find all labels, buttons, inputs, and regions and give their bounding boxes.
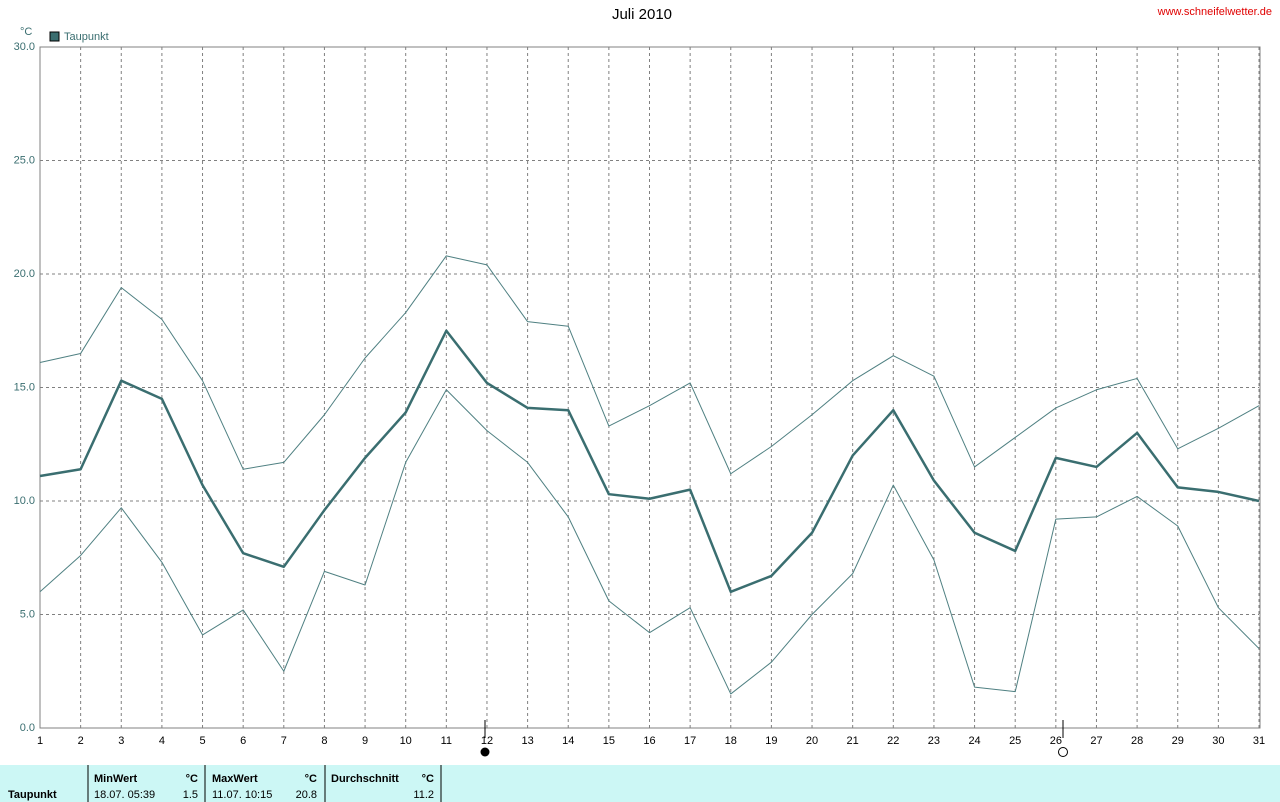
x-tick-label: 1 (37, 735, 43, 747)
x-tick-label: 22 (887, 735, 899, 747)
x-tick-label: 15 (603, 735, 615, 747)
cell-value: 1.5 (183, 789, 198, 801)
x-tick-label: 12 (481, 735, 493, 747)
x-tick-label: 4 (159, 735, 165, 747)
col-unit: °C (422, 773, 434, 785)
y-tick-label: 5.0 (20, 608, 35, 620)
x-tick-label: 25 (1009, 735, 1021, 747)
x-tick-label: 8 (321, 735, 327, 747)
new-moon-icon (480, 747, 490, 757)
cell-value: 11.2 (413, 789, 434, 801)
col-header: MaxWert (212, 773, 258, 785)
x-tick-label: 18 (725, 735, 737, 747)
y-tick-label: 30.0 (14, 41, 35, 53)
full-moon-icon (1058, 747, 1068, 757)
x-tick-label: 9 (362, 735, 368, 747)
x-tick-label: 16 (643, 735, 655, 747)
plot-frame (39, 46, 1261, 729)
table-bg (0, 765, 1280, 802)
x-tick-label: 14 (562, 735, 574, 747)
row-label: Taupunkt (8, 789, 57, 801)
legend-label: Taupunkt (64, 31, 109, 43)
y-tick-label: 25.0 (14, 154, 35, 166)
y-tick-label: 20.0 (14, 268, 35, 280)
x-tick-label: 30 (1212, 735, 1224, 747)
y-tick-label: 15.0 (14, 381, 35, 393)
col-header: MinWert (94, 773, 138, 785)
cell-value: 20.8 (296, 789, 317, 801)
col-unit: °C (305, 773, 317, 785)
x-tick-label: 13 (521, 735, 533, 747)
x-tick-label: 29 (1172, 735, 1184, 747)
x-tick-label: 26 (1050, 735, 1062, 747)
x-tick-label: 23 (928, 735, 940, 747)
x-tick-label: 20 (806, 735, 818, 747)
col-unit: °C (186, 773, 198, 785)
x-tick-label: 5 (199, 735, 205, 747)
source-label: www.schneifelwetter.de (1157, 6, 1272, 18)
y-unit: °C (20, 26, 32, 38)
x-tick-label: 11 (441, 735, 452, 747)
data-line (39, 255, 1260, 475)
x-tick-label: 2 (78, 735, 84, 747)
cell-time: 11.07. 10:15 (212, 789, 272, 801)
x-tick-label: 19 (765, 735, 777, 747)
data-line (39, 389, 1260, 695)
x-tick-label: 10 (400, 735, 412, 747)
data-line (39, 329, 1260, 594)
x-tick-label: 7 (281, 735, 287, 747)
x-tick-label: 28 (1131, 735, 1143, 747)
y-tick-label: 0.0 (20, 722, 35, 734)
chart-title: Juli 2010 (612, 6, 672, 23)
x-tick-label: 17 (684, 735, 696, 747)
cell-time: 18.07. 05:39 (94, 789, 155, 801)
stats-table: Taupunkt MinWert °C 18.07. 05:39 1.5 Max… (0, 765, 1280, 802)
col-header: Durchschnitt (331, 773, 399, 785)
x-tick-label: 24 (968, 735, 980, 747)
x-tick-label: 31 (1253, 735, 1265, 747)
y-tick-label: 10.0 (14, 495, 35, 507)
legend-swatch (49, 31, 60, 42)
x-tick-label: 3 (118, 735, 124, 747)
x-tick-label: 6 (240, 735, 246, 747)
x-tick-label: 21 (847, 735, 859, 747)
x-tick-label: 27 (1090, 735, 1102, 747)
